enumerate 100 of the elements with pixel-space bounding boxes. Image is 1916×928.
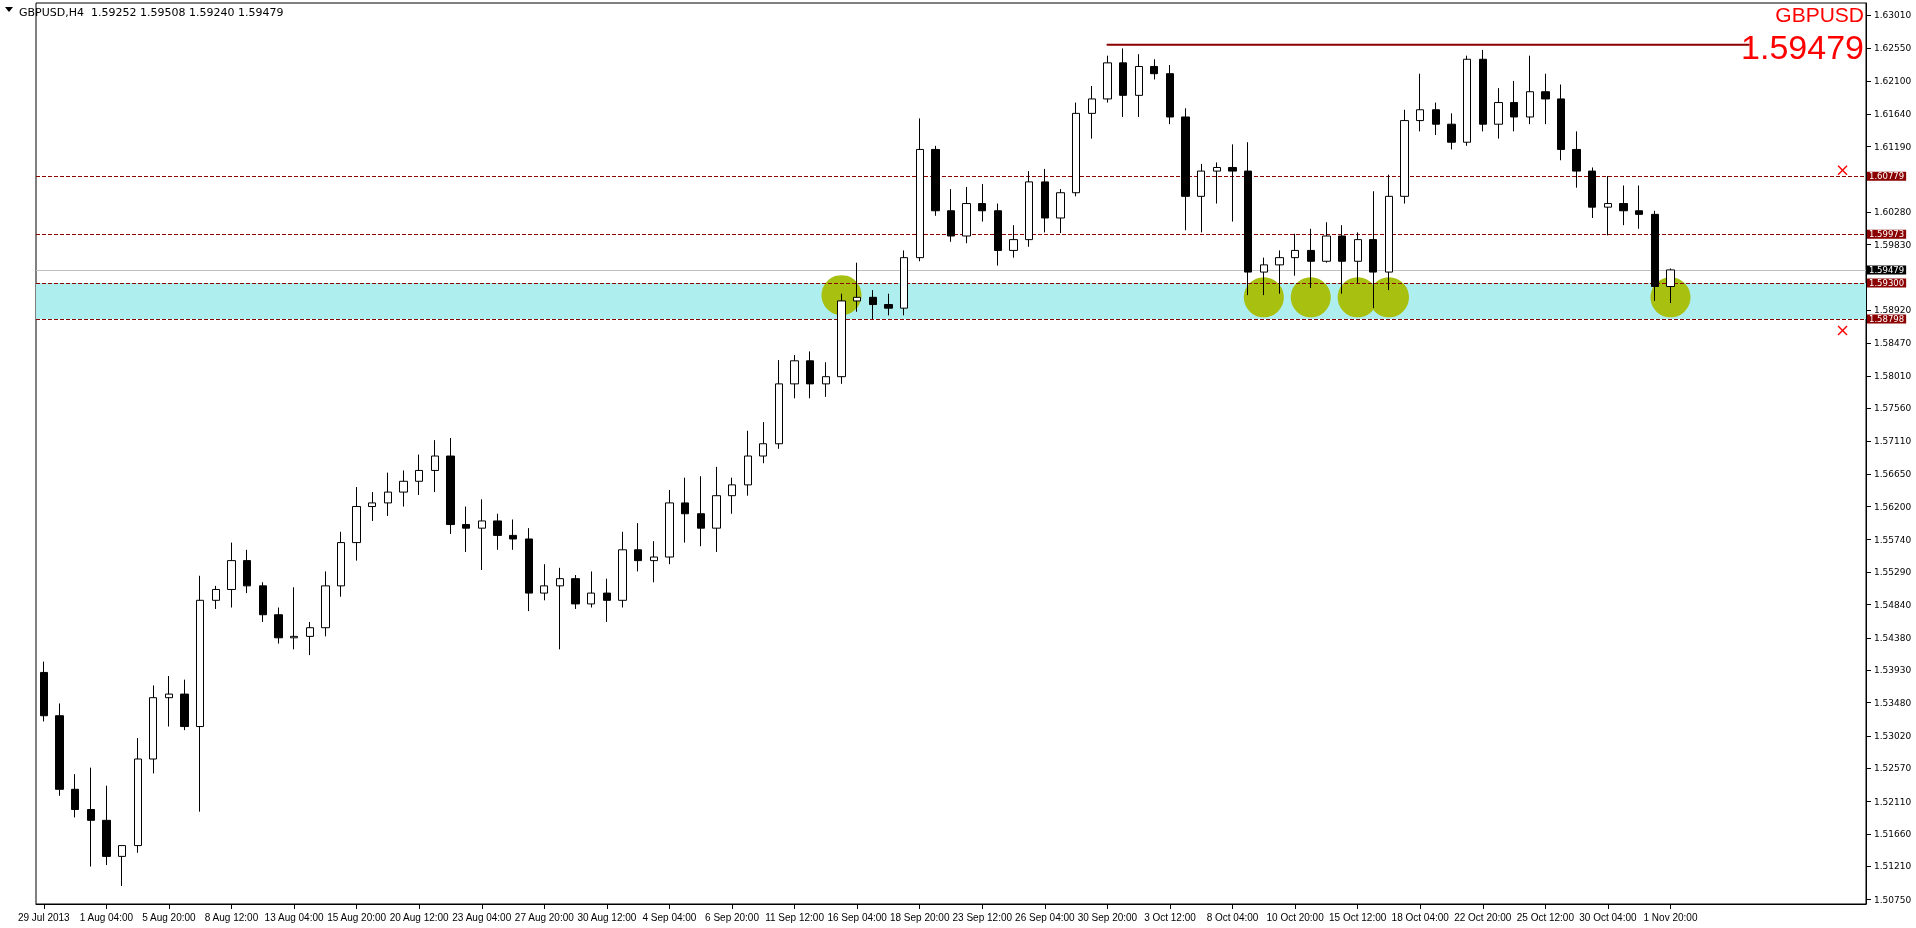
- candlestick: [462, 506, 470, 553]
- candlestick: [1307, 228, 1315, 289]
- candlestick: [384, 472, 392, 517]
- x-tick-label: 18 Oct 04:00: [1391, 911, 1450, 923]
- y-tick-label: 1.57110: [1874, 435, 1912, 446]
- candlestick: [1666, 267, 1675, 304]
- candlestick: [1150, 58, 1158, 80]
- ref-line-label: 1.58798: [1869, 314, 1905, 325]
- candlestick: [1432, 102, 1440, 136]
- candlestick: [1447, 112, 1456, 150]
- candlestick: [681, 477, 689, 544]
- x-tick-label: 1 Aug 04:00: [79, 911, 134, 923]
- x-tick-label: 30 Aug 12:00: [577, 911, 637, 923]
- y-tick-label: 1.63010: [1874, 10, 1912, 21]
- x-tick-label: 30 Sep 20:00: [1077, 911, 1138, 923]
- y-tick-label: 1.57560: [1874, 403, 1912, 414]
- candlestick: [1479, 49, 1487, 132]
- y-tick-label: 1.54840: [1874, 599, 1912, 610]
- candlestick: [618, 531, 627, 609]
- candlestick: [368, 491, 376, 522]
- candlestick: [540, 563, 548, 601]
- point: [1243, 277, 1284, 318]
- candlestick: [775, 359, 783, 450]
- x-tick-label: 1 Nov 20:00: [1643, 911, 1698, 923]
- candlestick: [1463, 55, 1471, 147]
- candlestick: [1619, 185, 1628, 226]
- candlestick: [728, 477, 736, 515]
- candlestick: [227, 542, 236, 609]
- candlestick: [603, 578, 611, 623]
- candlestick: [1009, 224, 1018, 259]
- candlestick: [493, 513, 502, 551]
- chart-title: GBPUSD,H4 1.59252 1.59508 1.59240 1.59479: [19, 6, 284, 19]
- candlestick: [1228, 143, 1237, 223]
- candlestick: [274, 607, 283, 645]
- candlestick: [196, 575, 204, 813]
- candlestick: [587, 570, 595, 609]
- candlestick: [415, 454, 423, 496]
- candlestick: [1557, 84, 1565, 161]
- candlestick: [665, 489, 674, 565]
- candlestick: [900, 249, 908, 316]
- x-tick-label: 26 Sep 04:00: [1015, 911, 1076, 923]
- candlestick: [1244, 141, 1252, 296]
- y-tick-label: 1.53020: [1874, 730, 1912, 741]
- candlestick: [306, 621, 314, 656]
- candlestick: [1166, 64, 1174, 125]
- candlestick: [790, 354, 799, 399]
- candlestick: [822, 361, 830, 398]
- y-tick-label: 1.52570: [1874, 763, 1912, 774]
- y-tick-label: 1.62100: [1874, 75, 1912, 86]
- y-tick-label: 1.58010: [1874, 370, 1912, 381]
- candlestick: [1385, 174, 1393, 291]
- candlestick: [180, 679, 189, 731]
- candlestick: [243, 549, 251, 594]
- candlestick: [853, 262, 861, 313]
- y-tick-label: 1.56650: [1874, 469, 1912, 480]
- y-tick-label: 1.51210: [1874, 861, 1912, 872]
- x-tick-label: 30 Oct 04:00: [1579, 911, 1637, 923]
- y-tick-label: 1.62550: [1874, 43, 1912, 54]
- candlestick: [1119, 47, 1127, 118]
- y-tick-label: 1.58920: [1874, 305, 1912, 316]
- x-tick-label: 6 Sep 20:00: [705, 911, 760, 923]
- x-tick-label: 23 Sep 12:00: [952, 911, 1013, 923]
- candlestick: [212, 585, 220, 610]
- ref-line-label: 1.59300: [1869, 277, 1905, 288]
- y-tick-label: 1.54380: [1874, 632, 1912, 643]
- candlestick: [1588, 166, 1596, 219]
- y-tick-label: 1.59830: [1874, 239, 1912, 250]
- y-tick-label: 1.53930: [1874, 665, 1912, 676]
- ref-line-label: 1.60779: [1869, 171, 1905, 182]
- candlestick: [634, 522, 642, 572]
- candlestick: [1041, 168, 1049, 233]
- y-tick-label: 1.55740: [1874, 534, 1912, 545]
- candlestick: [1088, 85, 1096, 140]
- candlestick: [1213, 161, 1221, 205]
- candlestick: [1135, 53, 1143, 118]
- candlestick: [1056, 188, 1065, 234]
- candlestick: [55, 702, 64, 797]
- annotation: GBPUSD: [1775, 3, 1864, 26]
- ref-line-label: 1.59479: [1869, 264, 1905, 275]
- point: [1837, 165, 1848, 176]
- candlestick: [446, 437, 455, 535]
- candlestick: [352, 486, 361, 562]
- y-tick-label: 1.53480: [1874, 697, 1912, 708]
- candlestick: [40, 661, 48, 722]
- x-tick-label: 18 Sep 20:00: [889, 911, 950, 923]
- candlestick: [165, 675, 173, 728]
- candlestick: [1572, 130, 1581, 189]
- candlestick: [1604, 175, 1612, 236]
- x-tick-label: 3 Oct 12:00: [1144, 911, 1197, 923]
- candlestick: [118, 845, 126, 887]
- candlestick: [102, 785, 111, 866]
- candlestick: [1291, 233, 1299, 277]
- candlestick: [1025, 170, 1033, 248]
- candlestick: [978, 183, 986, 223]
- x-tick-label: 22 Oct 20:00: [1454, 911, 1512, 923]
- candlestick: [399, 469, 408, 508]
- candlestick: [1369, 190, 1377, 309]
- point: [1837, 325, 1848, 336]
- x-tick-label: 8 Oct 04:00: [1206, 911, 1259, 923]
- candlestick: [1400, 109, 1409, 205]
